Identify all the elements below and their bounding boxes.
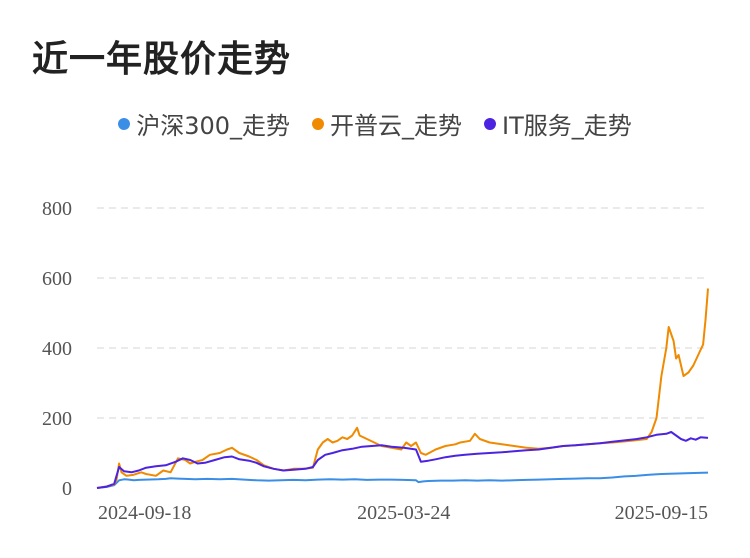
x-tick-label: 2024-09-18 [98, 502, 191, 524]
y-tick-label: 800 [42, 198, 72, 220]
legend-dot-icon [118, 117, 131, 130]
legend-label: 开普云_走势 [330, 112, 463, 140]
legend-dot-icon [484, 117, 497, 130]
legend-label: 沪深300_走势 [136, 112, 291, 140]
page-title: 近一年股价走势 [32, 39, 292, 80]
series-line-1[interactable] [96, 288, 709, 489]
series-line-0[interactable] [96, 471, 709, 489]
y-tick-label: 200 [42, 408, 72, 430]
y-tick-label: 400 [42, 338, 72, 360]
legend-dot-icon [312, 117, 325, 130]
y-tick-label: 0 [62, 478, 72, 500]
legend-label: IT服务_走势 [502, 112, 632, 140]
x-tick-label: 2025-03-24 [357, 502, 450, 524]
series-line-2[interactable] [96, 431, 709, 489]
legend-item-it-service[interactable]: IT服务_走势 [484, 106, 632, 141]
legend-item-kaipuyun[interactable]: 开普云_走势 [312, 106, 462, 141]
x-tick-label: 2025-09-15 [615, 502, 708, 524]
y-tick-label: 600 [42, 268, 72, 290]
legend-item-hs300[interactable]: 沪深300_走势 [118, 106, 290, 141]
chart-legend: 沪深300_走势 开普云_走势 IT服务_走势 [0, 106, 750, 141]
